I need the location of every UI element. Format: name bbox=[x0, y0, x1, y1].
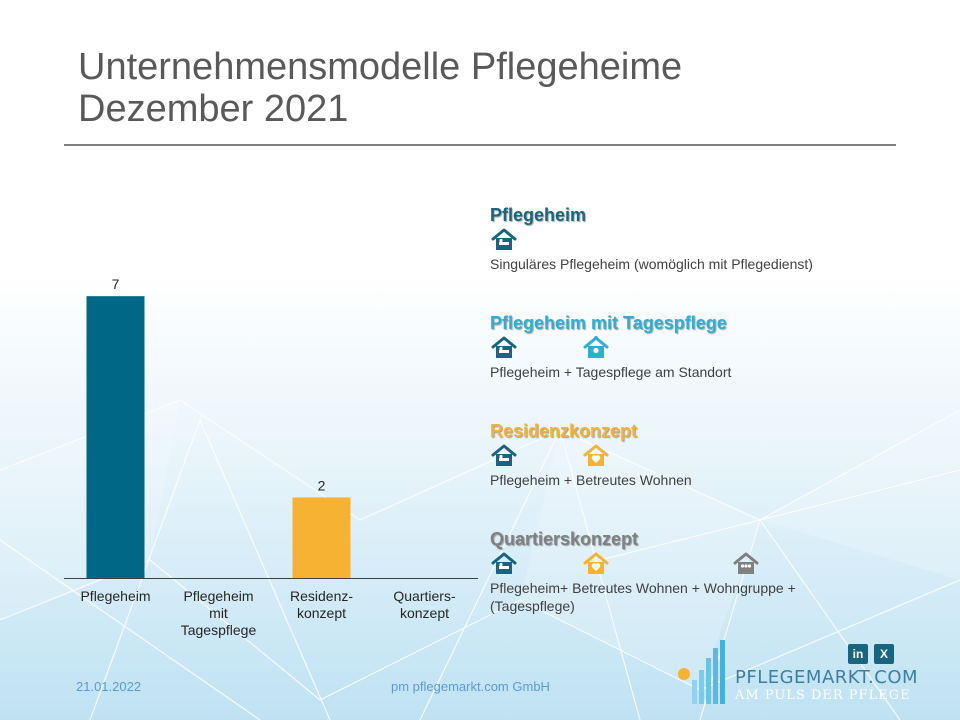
logo-name: PFLEGEMARKT.COM bbox=[735, 667, 919, 688]
xing-icon[interactable]: X bbox=[874, 644, 894, 664]
legend-item-pflegeheim: Pflegeheim Singuläres Pflegeheim (womögl… bbox=[490, 204, 813, 273]
tick-label-4-line-2: konzept bbox=[400, 605, 449, 621]
tick-label-2-line-2: mit bbox=[209, 605, 228, 621]
tick-label-3-line-2: konzept bbox=[297, 605, 346, 621]
house-bed-icon bbox=[490, 551, 518, 577]
tick-label-1-line-1: Pflegeheim bbox=[80, 588, 150, 604]
legend-icons bbox=[490, 443, 692, 471]
tick-label-3-line-1: Residenz- bbox=[290, 588, 353, 604]
bar-chart: 72 Pflegeheim PflegeheimmitTagespflegeRes… bbox=[64, 276, 478, 638]
legend-icons bbox=[490, 335, 731, 363]
title-line-1: Unternehmensmodelle Pflegeheime bbox=[78, 46, 683, 88]
legend-title: Pflegeheim mit Tagespflege bbox=[490, 313, 727, 333]
logo-bars-icon bbox=[678, 640, 725, 704]
tick-label-2-line-1: Pflegeheim bbox=[183, 588, 253, 604]
legend-item-residenzkonzept: Residenzkonzept Pflegeheim + Betreutes W… bbox=[490, 420, 692, 489]
legend-description: Pflegeheim+ Betreutes Wohnen + Wohngrupp… bbox=[490, 580, 796, 614]
linkedin-icon[interactable]: in bbox=[848, 644, 868, 664]
house-sun-icon bbox=[582, 335, 610, 361]
logo-tagline: AM PULS DER PFLEGE bbox=[735, 688, 911, 703]
legend-description: Pflegeheim + Tagespflege am Standort bbox=[490, 364, 732, 380]
data-label-3: 2 bbox=[318, 477, 326, 493]
legend-item-quartierskonzept: Quartierskonzept Pflegeheim+ Betreutes W… bbox=[490, 528, 850, 615]
house-heart-icon bbox=[582, 443, 610, 469]
bar-1 bbox=[86, 296, 145, 578]
legend-title: Pflegeheim bbox=[490, 205, 587, 225]
title-divider bbox=[64, 144, 896, 146]
legend-description: Singuläres Pflegeheim (womöglich mit Pfl… bbox=[490, 256, 813, 272]
legend-item-pflegeheim-tagespflege: Pflegeheim mit Tagespflege Pflegeheim + … bbox=[490, 312, 731, 381]
legend-icons bbox=[490, 551, 850, 579]
bar-3 bbox=[292, 497, 351, 578]
footer-date: 21.01.2022 bbox=[76, 679, 142, 694]
title-line-2: Dezember 2021 bbox=[78, 88, 349, 130]
legend-title: Quartierskonzept bbox=[490, 529, 639, 549]
house-bed-icon bbox=[490, 443, 518, 469]
tick-label-2-line-3: Tagespflege bbox=[181, 622, 257, 638]
data-label-1: 7 bbox=[112, 276, 120, 292]
tick-label-4-line-1: Quartiers- bbox=[393, 588, 456, 604]
house-heart-icon bbox=[582, 551, 610, 577]
legend-icons bbox=[490, 227, 813, 255]
legend-description: Pflegeheim + Betreutes Wohnen bbox=[490, 472, 692, 488]
house-bed-icon bbox=[490, 227, 518, 253]
house-group-icon bbox=[732, 551, 760, 577]
slide-title: Unternehmensmodelle Pflegeheime Dezember… bbox=[78, 46, 898, 130]
legend-title: Residenzkonzept bbox=[490, 421, 638, 441]
footer-company: pm pflegemarkt.com GmbH bbox=[391, 679, 550, 694]
house-bed-icon bbox=[490, 335, 518, 361]
